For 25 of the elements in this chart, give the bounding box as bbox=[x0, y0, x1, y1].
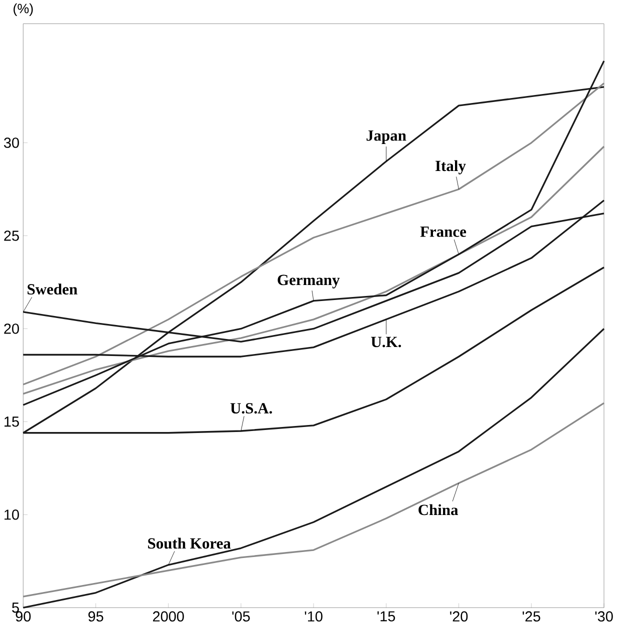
x-tick-label: '25 bbox=[522, 611, 540, 622]
y-tick-label: 20 bbox=[4, 324, 20, 334]
y-tick-label: 10 bbox=[4, 510, 20, 520]
y-tick-label: 15 bbox=[4, 416, 19, 427]
x-tick-label: '10 bbox=[304, 611, 323, 622]
x-tick-label: '20 bbox=[450, 611, 468, 622]
series-label: U.S.A. bbox=[230, 403, 272, 414]
series-label: China bbox=[418, 504, 458, 516]
x-tick-label: 95 bbox=[88, 611, 104, 622]
series-label: France bbox=[420, 226, 466, 237]
y-tick-label: 30 bbox=[4, 138, 20, 148]
series-label: Japan bbox=[366, 130, 406, 144]
series-label: Germany bbox=[278, 274, 340, 288]
x-tick-label: '15 bbox=[378, 611, 396, 622]
series-label: South Korea bbox=[148, 538, 231, 549]
series-label: U.K. bbox=[371, 336, 402, 348]
y-tick-label: 25 bbox=[4, 230, 19, 241]
y-tick-label: 5 bbox=[12, 602, 20, 613]
x-tick-label: '05 bbox=[232, 611, 250, 622]
x-tick-label: 90 bbox=[16, 611, 31, 622]
x-tick-label: '30 bbox=[595, 611, 613, 622]
series-label: Italy bbox=[436, 160, 466, 174]
x-tick-label: 2000 bbox=[153, 611, 184, 622]
y-axis-title: (%) bbox=[14, 3, 33, 16]
series-label: Sweden bbox=[28, 284, 78, 295]
